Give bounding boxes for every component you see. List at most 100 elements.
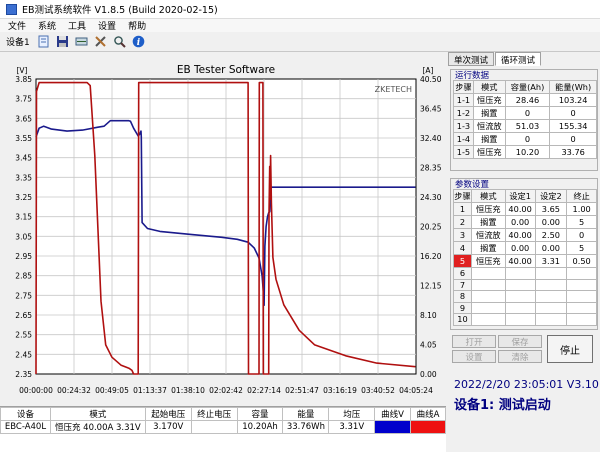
param-cell[interactable]: 8	[453, 290, 472, 303]
save-button[interactable]: 保存	[498, 335, 542, 348]
param-row[interactable]: 8	[453, 290, 597, 303]
left-tick-label: 3.35	[15, 173, 32, 182]
param-cell[interactable]	[470, 301, 506, 314]
param-cell[interactable]: 0.00	[504, 215, 536, 229]
x-tick-label: 00:00:00	[19, 386, 53, 395]
param-cell[interactable]	[504, 290, 536, 303]
param-cell[interactable]	[504, 267, 536, 280]
run-row[interactable]: 1-2 搁置 0 0	[453, 106, 597, 120]
param-cell[interactable]: 1.00	[566, 202, 597, 216]
param-cell[interactable]: 恒压充	[470, 254, 506, 268]
tab-cycle-test[interactable]: 循环测试	[495, 52, 542, 66]
clear-button[interactable]: 清除	[498, 350, 542, 363]
param-cell[interactable]	[566, 290, 597, 303]
curve-a-swatch[interactable]	[410, 420, 446, 434]
param-cell[interactable]	[566, 278, 597, 291]
menu-help[interactable]: 帮助	[128, 22, 147, 32]
save-icon[interactable]	[55, 34, 70, 49]
param-row[interactable]: 7	[453, 278, 597, 291]
param-cell[interactable]: 4	[453, 241, 472, 255]
param-row[interactable]: 9	[453, 301, 597, 314]
param-cell[interactable]: 恒压充	[470, 202, 506, 216]
param-cell[interactable]: 9	[453, 301, 472, 314]
param-row[interactable]: 2 搁置 0.00 0.00 5	[453, 215, 597, 229]
window-title: EB测试系统软件 V1.8.5 (Build 2020-02-15)	[22, 5, 218, 16]
run-row[interactable]: 1-5 恒压充 10.20 33.76	[453, 145, 597, 159]
param-row[interactable]: 5 恒压充 40.00 3.31 0.50	[453, 254, 597, 268]
param-cell[interactable]: 0.50	[566, 254, 597, 268]
menu-file[interactable]: 文件	[8, 22, 27, 32]
param-cell[interactable]: 10	[453, 313, 472, 326]
param-cell[interactable]	[566, 313, 597, 326]
app-icon	[6, 3, 17, 15]
param-cell[interactable]: 2	[453, 215, 472, 229]
param-cell[interactable]: 恒流放	[470, 228, 506, 242]
param-cell[interactable]: 3	[453, 228, 472, 242]
param-cell[interactable]	[534, 313, 568, 326]
search-icon[interactable]	[112, 34, 127, 49]
tools-icon[interactable]	[93, 34, 108, 49]
run-col-header: 模式	[472, 80, 506, 94]
left-tick-label: 2.75	[15, 291, 32, 300]
param-cell[interactable]: 40.00	[504, 228, 536, 242]
gauge-icon[interactable]	[74, 34, 89, 49]
param-cell[interactable]: 1	[453, 202, 472, 216]
param-row[interactable]: 3 恒流放 40.00 2.50 0	[453, 228, 597, 242]
param-cell[interactable]	[566, 301, 597, 314]
param-row[interactable]: 6	[453, 267, 597, 280]
param-cell[interactable]: 3.65	[534, 202, 568, 216]
tab-single-test[interactable]: 单次测试	[448, 52, 495, 66]
param-cell[interactable]: 0.00	[504, 241, 536, 255]
param-row[interactable]: 10	[453, 313, 597, 326]
param-cell[interactable]: 5	[453, 254, 472, 268]
param-cell[interactable]	[470, 278, 506, 291]
run-row[interactable]: 1-4 搁置 0 0	[453, 132, 597, 146]
param-cell[interactable]	[504, 278, 536, 291]
x-tick-label: 01:13:37	[133, 386, 167, 395]
param-row[interactable]: 4 搁置 0.00 0.00 5	[453, 241, 597, 255]
run-cell: 51.03	[504, 119, 551, 133]
param-cell[interactable]	[566, 267, 597, 280]
param-cell[interactable]: 搁置	[470, 215, 506, 229]
run-row[interactable]: 1-3 恒流放 51.03 155.34	[453, 119, 597, 133]
param-cell[interactable]: 6	[453, 267, 472, 280]
param-cell[interactable]	[534, 278, 568, 291]
menu-system[interactable]: 系统	[38, 22, 57, 32]
x-tick-label: 00:24:32	[57, 386, 91, 395]
param-cell[interactable]	[534, 267, 568, 280]
run-row[interactable]: 1-1 恒压充 28.46 103.24	[453, 93, 597, 107]
document-icon[interactable]	[36, 34, 51, 49]
param-cell[interactable]: 0	[566, 228, 597, 242]
run-data-table: 步骤 模式 容量(Ah) 能量(Wh) 1-1 恒压充 28.46 103.24 1-2 搁置 0…	[453, 80, 597, 159]
run-cell: 1-4	[453, 132, 474, 146]
open-button[interactable]: 打开	[452, 335, 496, 348]
status-col-header: 容量	[236, 407, 284, 421]
param-row[interactable]: 1 恒压充 40.00 3.65 1.00	[453, 202, 597, 216]
menu-tools[interactable]: 工具	[68, 22, 87, 32]
param-cell[interactable]	[470, 267, 506, 280]
run-col-header: 步骤	[453, 80, 474, 94]
param-cell[interactable]: 0.00	[534, 215, 568, 229]
curve-v-swatch[interactable]	[374, 420, 412, 434]
param-cell[interactable]	[504, 301, 536, 314]
param-cell[interactable]: 5	[566, 215, 597, 229]
stop-button[interactable]: 停止	[547, 335, 593, 363]
param-cell[interactable]	[534, 290, 568, 303]
device-selector[interactable]: 设备1	[6, 38, 30, 48]
param-cell[interactable]: 40.00	[504, 202, 536, 216]
info-icon[interactable]: i	[131, 34, 146, 49]
param-cell[interactable]	[534, 301, 568, 314]
param-cell[interactable]: 2.50	[534, 228, 568, 242]
param-cell[interactable]	[470, 290, 506, 303]
param-cell[interactable]: 搁置	[470, 241, 506, 255]
param-cell[interactable]: 3.31	[534, 254, 568, 268]
param-cell[interactable]: 40.00	[504, 254, 536, 268]
param-cell[interactable]: 7	[453, 278, 472, 291]
eb-tester-chart: 3.85 3.75 3.65 3.55 3.45 3.35 3.25 3.15 3.05 2.95…	[15, 64, 441, 395]
param-cell[interactable]	[504, 313, 536, 326]
param-cell[interactable]	[470, 313, 506, 326]
param-cell[interactable]: 5	[566, 241, 597, 255]
menu-settings[interactable]: 设置	[98, 22, 117, 32]
param-cell[interactable]: 0.00	[534, 241, 568, 255]
settings-button[interactable]: 设置	[452, 350, 496, 363]
